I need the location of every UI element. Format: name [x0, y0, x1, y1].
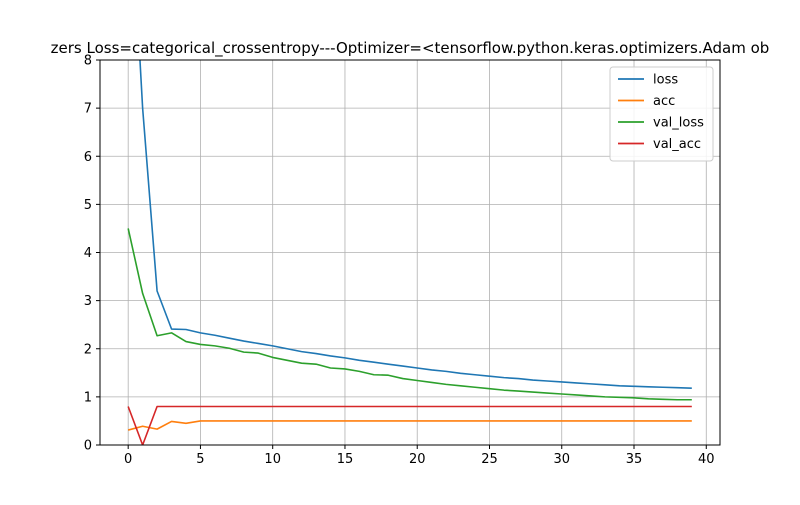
legend-label-val-loss: val_loss: [653, 116, 704, 131]
legend-label-loss: loss: [653, 73, 678, 88]
series-line-loss: [139, 60, 692, 390]
x-tick-label: 40: [698, 452, 715, 467]
y-tick-label: 8: [84, 54, 92, 69]
legend-frame: [609, 66, 714, 162]
tick-layer: 0 5 10 15 20 25 30 35 40 0 1 2 3 4 5 6 7 8: [84, 54, 715, 468]
chart-title: zers Loss=categorical_crossentropy---Opt…: [51, 39, 770, 58]
x-tick-label: 10: [264, 452, 281, 467]
y-tick-label: 3: [84, 294, 92, 309]
x-tick-label: 0: [124, 452, 132, 467]
y-tick-label: 1: [84, 390, 92, 405]
x-tick-label: 20: [409, 452, 426, 467]
series-line-val-acc: [127, 405, 692, 445]
x-tick-label: 25: [481, 452, 498, 467]
legend-label-acc: acc: [653, 94, 675, 109]
y-tick-label: 2: [84, 342, 92, 357]
y-tick-label: 6: [84, 150, 92, 165]
y-tick-label: 0: [84, 439, 92, 454]
legend-label-val-acc: val_acc: [653, 137, 701, 152]
x-tick-label: 5: [196, 452, 204, 467]
legend: loss acc val_loss val_acc: [609, 66, 714, 162]
y-tick-label: 7: [84, 102, 92, 117]
y-tick-label: 4: [84, 246, 92, 261]
x-tick-label: 35: [626, 452, 643, 467]
y-tick-label: 5: [84, 198, 92, 213]
x-tick-label: 30: [553, 452, 570, 467]
x-tick-label: 15: [337, 452, 354, 467]
series-layer: [127, 60, 692, 445]
series-line-val-loss: [127, 228, 692, 401]
series-line-acc: [127, 420, 692, 431]
